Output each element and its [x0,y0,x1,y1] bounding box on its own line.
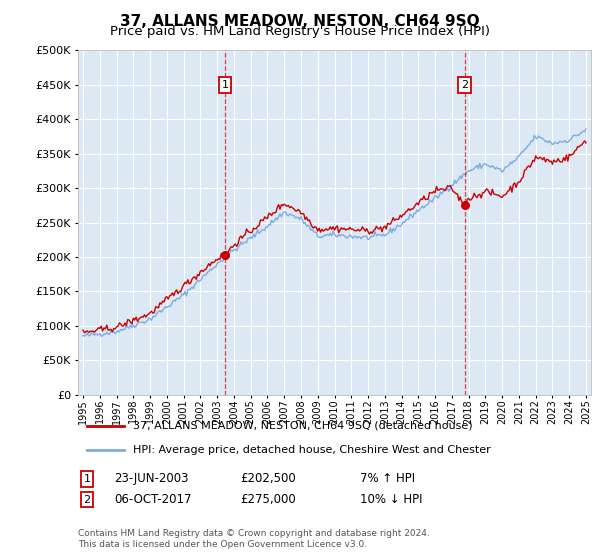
Text: HPI: Average price, detached house, Cheshire West and Chester: HPI: Average price, detached house, Ches… [133,445,490,455]
Text: This data is licensed under the Open Government Licence v3.0.: This data is licensed under the Open Gov… [78,540,367,549]
Text: £275,000: £275,000 [240,493,296,506]
Text: 1: 1 [83,474,91,484]
Text: £202,500: £202,500 [240,472,296,486]
Text: 2: 2 [83,494,91,505]
Text: 06-OCT-2017: 06-OCT-2017 [114,493,191,506]
Text: 10% ↓ HPI: 10% ↓ HPI [360,493,422,506]
Text: Price paid vs. HM Land Registry's House Price Index (HPI): Price paid vs. HM Land Registry's House … [110,25,490,38]
Text: 37, ALLANS MEADOW, NESTON, CH64 9SQ: 37, ALLANS MEADOW, NESTON, CH64 9SQ [120,14,480,29]
Text: Contains HM Land Registry data © Crown copyright and database right 2024.: Contains HM Land Registry data © Crown c… [78,529,430,538]
Text: 23-JUN-2003: 23-JUN-2003 [114,472,188,486]
Text: 37, ALLANS MEADOW, NESTON, CH64 9SQ (detached house): 37, ALLANS MEADOW, NESTON, CH64 9SQ (det… [133,421,472,431]
Text: 1: 1 [221,80,229,90]
Text: 2: 2 [461,80,468,90]
Text: 7% ↑ HPI: 7% ↑ HPI [360,472,415,486]
